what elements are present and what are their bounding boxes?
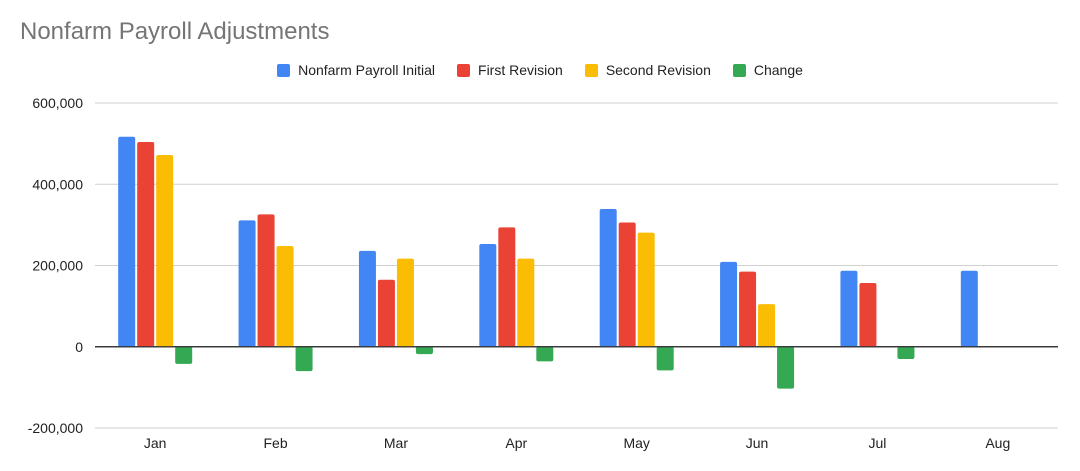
- legend-item[interactable]: Change: [732, 62, 803, 78]
- bar-jun-series-1[interactable]: [739, 271, 757, 347]
- bar-may-series-1[interactable]: [618, 222, 636, 347]
- x-tick-label: Apr: [505, 435, 527, 451]
- bar-feb-series-1[interactable]: [257, 214, 275, 347]
- legend: Nonfarm Payroll Initial First Revision Sec…: [0, 62, 1080, 78]
- legend-label: Second Revision: [605, 62, 711, 78]
- legend-swatch: [277, 63, 291, 77]
- bar-apr-series-3[interactable]: [536, 346, 554, 362]
- x-tick-label: Jan: [144, 435, 167, 451]
- chart-title: Nonfarm Payroll Adjustments: [20, 18, 330, 45]
- bar-may-series-3[interactable]: [656, 346, 674, 371]
- legend-label: Change: [753, 62, 803, 78]
- x-tick-label: May: [623, 435, 649, 451]
- bar-jan-series-2[interactable]: [156, 155, 174, 347]
- x-tick-label: Jun: [746, 435, 769, 451]
- y-tick-label: 0: [75, 339, 83, 355]
- bar-jul-series-3[interactable]: [897, 346, 915, 359]
- y-tick-label: -200,000: [28, 420, 83, 436]
- x-tick-label: Aug: [985, 435, 1010, 451]
- bar-may-series-2[interactable]: [637, 232, 655, 347]
- y-tick-label: 600,000: [32, 95, 83, 111]
- legend-item[interactable]: Second Revision: [584, 62, 711, 78]
- bar-jun-series-0[interactable]: [720, 261, 738, 347]
- legend-label: First Revision: [478, 62, 563, 78]
- legend-label: Nonfarm Payroll Initial: [298, 62, 436, 78]
- y-tick-label: 400,000: [32, 176, 83, 192]
- bar-jul-series-1[interactable]: [859, 282, 877, 347]
- bar-mar-series-3[interactable]: [415, 346, 433, 355]
- legend-swatch: [732, 63, 746, 77]
- bar-jan-series-0[interactable]: [118, 136, 136, 347]
- bar-feb-series-3[interactable]: [295, 346, 313, 372]
- bar-mar-series-0[interactable]: [358, 250, 376, 347]
- bar-feb-series-2[interactable]: [276, 246, 294, 347]
- legend-item[interactable]: First Revision: [457, 62, 563, 78]
- bar-jan-series-1[interactable]: [137, 142, 155, 347]
- bar-apr-series-1[interactable]: [498, 227, 516, 347]
- bar-jun-series-3[interactable]: [777, 346, 795, 389]
- bar-aug-series-0[interactable]: [960, 270, 978, 347]
- x-tick-label: Feb: [264, 435, 288, 451]
- bar-feb-series-0[interactable]: [238, 220, 256, 347]
- legend-swatch: [457, 63, 471, 77]
- bar-mar-series-1[interactable]: [377, 279, 395, 347]
- bar-jul-series-0[interactable]: [840, 270, 858, 347]
- bar-apr-series-0[interactable]: [479, 243, 497, 347]
- bar-apr-series-2[interactable]: [517, 258, 535, 347]
- x-tick-label: Mar: [384, 435, 408, 451]
- bar-jun-series-2[interactable]: [758, 304, 776, 347]
- bar-jan-series-3[interactable]: [175, 346, 193, 364]
- bar-mar-series-2[interactable]: [396, 258, 414, 347]
- y-tick-label: 200,000: [32, 258, 83, 274]
- legend-swatch: [584, 63, 598, 77]
- bar-may-series-0[interactable]: [599, 209, 617, 347]
- x-tick-label: Jul: [868, 435, 886, 451]
- legend-item[interactable]: Nonfarm Payroll Initial: [277, 62, 435, 78]
